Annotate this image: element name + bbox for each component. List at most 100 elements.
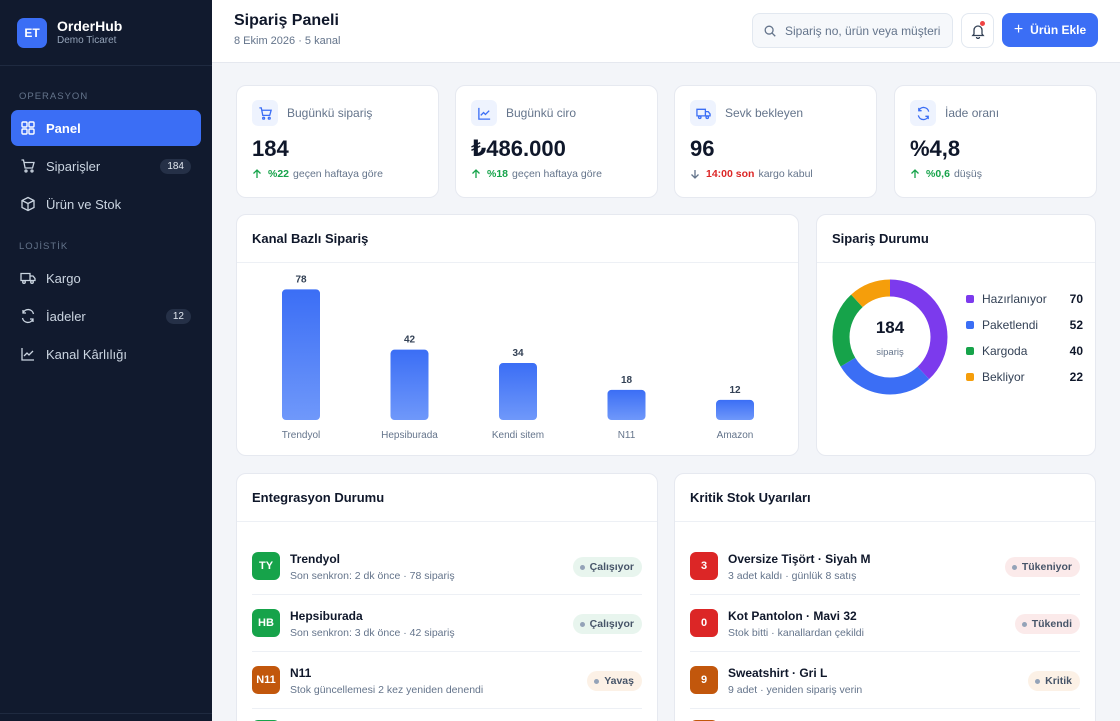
legend-swatch (966, 321, 974, 329)
status-label: Kritik (1045, 675, 1072, 687)
notifications-button[interactable] (961, 13, 994, 48)
search-box[interactable] (752, 13, 953, 48)
card-title: Kanal Bazlı Sipariş (252, 231, 369, 246)
kpi-card-orders[interactable]: Bugünkü sipariş 184 %22 geçen haftaya gö… (236, 85, 439, 198)
truck-icon (20, 272, 36, 284)
sidebar-item-iadeler[interactable]: İadeler 12 (11, 298, 201, 334)
donut-slice-3[interactable] (832, 279, 948, 395)
kpi-card-pending-shipment[interactable]: Sevk bekleyen 96 14:00 son kargo kabul (674, 85, 877, 198)
brand-logo: ET (17, 17, 47, 48)
legend-label: Paketlendi (982, 318, 1039, 332)
status-donut-chart (832, 279, 948, 395)
legend-value: 70 (1069, 292, 1083, 306)
kpi-label: Sevk bekleyen (725, 106, 804, 120)
stock-detail: Stok bitti · kanallardan çekildi (728, 627, 864, 639)
legend-item: Paketlendi 52 (966, 317, 1083, 333)
sidebar-item-siparisler[interactable]: Siparişler 184 (11, 148, 201, 184)
nav-section-operasyon: OPERASYON (19, 91, 89, 102)
cart-icon (21, 159, 35, 173)
add-product-button[interactable]: + Ürün Ekle (1002, 13, 1098, 47)
truck-icon (690, 100, 716, 126)
bar-category-label: Hepsiburada (381, 430, 438, 441)
kpi-delta-value: %22 (268, 168, 290, 180)
status-dot (594, 678, 600, 684)
nav-section-lojistik: LOJİSTİK (19, 241, 69, 252)
integration-status-card: Entegrasyon Durumu TY Trendyol Son senkr… (236, 473, 658, 721)
box-icon (21, 196, 35, 212)
brand-name: OrderHub (57, 18, 123, 34)
status-badge: Tükeniyor (1004, 557, 1080, 577)
status-badge: Çalışıyor (572, 557, 642, 577)
stock-detail: 3 adet kaldı · günlük 8 satış (728, 570, 857, 582)
sidebar-item-label: Kanal Kârlılığı (46, 346, 127, 362)
sidebar-item-urun-stok[interactable]: Ürün ve Stok (11, 186, 201, 222)
sidebar-item-label: Kargo (46, 270, 81, 286)
legend-item: Hazırlanıyor 70 (966, 291, 1083, 307)
legend-label: Kargoda (982, 344, 1028, 358)
legend-label: Bekliyor (982, 370, 1025, 384)
kpi-label: Bugünkü sipariş (287, 106, 373, 120)
kpi-delta: 14:00 son kargo kabul (690, 168, 813, 180)
stock-qty-badge: 3 (690, 552, 718, 580)
status-dot (1021, 621, 1027, 627)
channel-name: Trendyol (290, 552, 341, 566)
card-title: Entegrasyon Durumu (252, 490, 385, 505)
stock-alert-row[interactable]: 3 Oversize Tişört · Siyah M 3 adet kaldı… (690, 538, 1080, 595)
cart-icon (252, 100, 278, 126)
stock-qty-badge: 9 (690, 666, 718, 694)
brand[interactable]: ET OrderHub Demo Ticaret (0, 0, 212, 66)
sidebar-item-panel[interactable]: Panel (11, 110, 201, 146)
bar-category-label: Amazon (717, 430, 754, 441)
sync-detail: Son senkron: 2 dk önce · 78 sipariş (290, 570, 455, 582)
kpi-delta-note: düşüş (953, 168, 982, 180)
channel-avatar: N11 (252, 666, 280, 694)
arrow-up-icon (253, 169, 261, 178)
bar-category-label: Trendyol (282, 430, 321, 441)
sidebar-item-kargo[interactable]: Kargo (11, 260, 201, 296)
kpi-card-revenue[interactable]: Bugünkü ciro ₺486.000 %18 geçen haftaya … (455, 85, 658, 198)
integration-row[interactable]: TY Trendyol Son senkron: 2 dk önce · 78 … (252, 538, 642, 595)
integration-row[interactable]: HB Hepsiburada Son senkron: 3 dk önce · … (252, 595, 642, 652)
kpi-delta: %0,6 düşüş (910, 168, 982, 180)
kpi-delta-value: %0,6 (926, 168, 950, 180)
chart-line-icon (21, 348, 34, 361)
search-input[interactable] (785, 23, 942, 38)
kpi-value: 96 (690, 136, 715, 161)
channel-bar-chart: 78 Trendyol 42 Hepsiburada 34 Kendi sitem 18 N1… (282, 274, 754, 441)
stock-alert-row[interactable]: 0 Kot Pantolon · Mavi 32 Stok bitti · ka… (690, 595, 1080, 652)
status-label: Tükeniyor (1021, 561, 1072, 573)
bar-4[interactable] (716, 399, 754, 420)
sidebar-item-kanal-karlilik[interactable]: Kanal Kârlılığı (11, 336, 201, 372)
status-dot (1011, 564, 1017, 570)
card-title: Sipariş Durumu (832, 231, 929, 246)
sync-detail: Son senkron: 3 dk önce · 42 sipariş (290, 627, 455, 639)
grid-icon (21, 121, 35, 135)
orders-count-badge: 184 (160, 158, 191, 174)
search-icon (764, 25, 776, 37)
donut-slice-2[interactable] (832, 279, 948, 395)
status-label: Çalışıyor (589, 561, 634, 573)
status-label: Yavaş (604, 675, 634, 687)
returns-count-badge: 12 (165, 308, 191, 324)
add-product-label: Ürün Ekle (1030, 23, 1087, 37)
bar-3[interactable] (607, 389, 646, 420)
donut-center-value: 184 (875, 318, 905, 337)
bar-1[interactable] (390, 349, 429, 420)
stock-alert-row[interactable]: 9 Sweatshirt · Gri L 9 adet · yeniden si… (690, 652, 1080, 709)
kpi-label: Bugünkü ciro (506, 106, 577, 120)
legend-item: Bekliyor 22 (966, 369, 1083, 385)
kpi-card-return-rate[interactable]: İade oranı %4,8 %0,6 düşüş (894, 85, 1097, 198)
bar-0[interactable] (282, 289, 320, 420)
plus-icon: + (1013, 21, 1024, 38)
bar-2[interactable] (499, 363, 537, 420)
product-name: Kot Pantolon · Mavi 32 (728, 609, 857, 623)
status-badge: Tükendi (1014, 614, 1080, 634)
integration-row[interactable]: N11 N11 Stok güncellemesi 2 kez yeniden … (252, 652, 642, 709)
donut-slice-1[interactable] (832, 279, 948, 395)
page-subtitle: 8 Ekim 2026 · 5 kanal (234, 35, 341, 47)
kpi-delta-note: geçen haftaya göre (512, 168, 602, 180)
refresh-icon (21, 308, 35, 324)
status-label: Çalışıyor (589, 618, 634, 630)
kpi-value: ₺486.000 (471, 136, 566, 161)
legend-swatch (966, 347, 974, 355)
